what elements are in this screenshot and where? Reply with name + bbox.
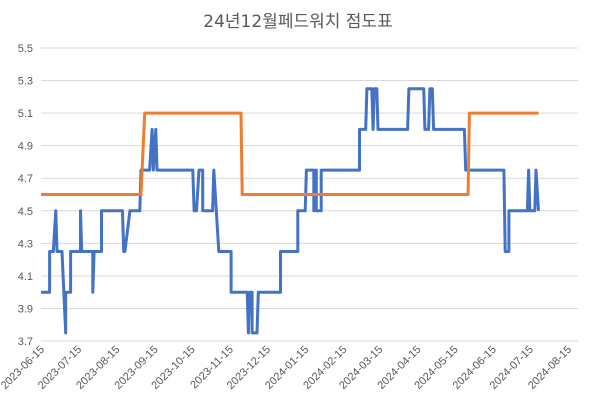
y-tick-label: 4.3 [18, 238, 33, 250]
y-tick-label: 4.1 [18, 271, 33, 283]
y-tick-label: 5.5 [18, 43, 33, 55]
y-tick-label: 4.9 [18, 141, 33, 153]
series-line-2 [41, 111, 539, 196]
y-tick-label: 4.5 [18, 206, 33, 218]
y-tick-label: 4.7 [18, 173, 33, 185]
gridlines [41, 47, 578, 342]
y-tick-label: 3.7 [18, 336, 33, 348]
y-tick-label: 5.1 [18, 108, 33, 120]
y-tick-label: 5.3 [18, 76, 33, 88]
series-lines [41, 87, 540, 335]
y-axis-tick-labels: 3.7 3.9 4.1 4.3 4.5 4.7 4.9 5.1 5.3 5.5 [18, 43, 33, 348]
series-line-1 [41, 87, 540, 335]
y-tick-label: 3.9 [18, 303, 33, 315]
chart-title: 24년12월페드워치 점도표 [203, 12, 392, 32]
